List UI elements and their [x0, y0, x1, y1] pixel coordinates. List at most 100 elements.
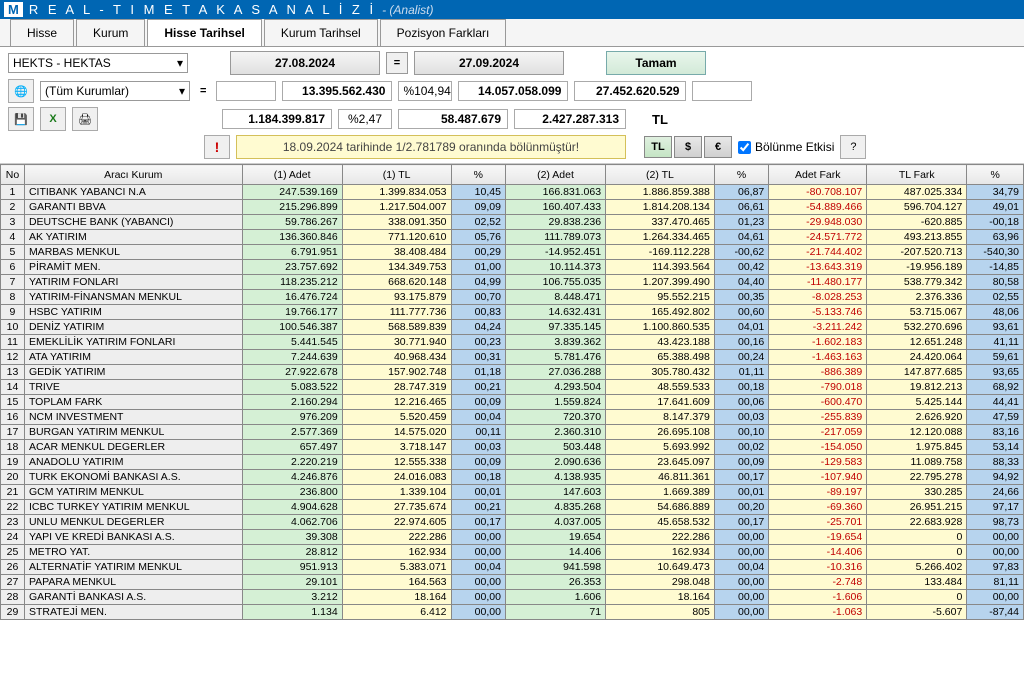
table-row[interactable]: 4AK YATIRIM136.360.846771.120.61005,7611… [1, 230, 1024, 245]
table-row[interactable]: 3DEUTSCHE BANK (YABANCI)59.786.267338.09… [1, 215, 1024, 230]
table-row[interactable]: 22ICBC TURKEY YATIRIM MENKUL4.904.62827.… [1, 500, 1024, 515]
question-icon: ? [850, 141, 856, 153]
kurum-select[interactable]: (Tüm Kurumlar)▾ [40, 81, 190, 101]
cell-adet2: 1.559.824 [505, 395, 605, 410]
cell-adet2: 71 [505, 605, 605, 620]
table-row[interactable]: 17BURGAN YATIRIM MENKUL2.577.36914.575.0… [1, 425, 1024, 440]
cell-tl1: 162.934 [342, 545, 451, 560]
hdr-no[interactable]: No [1, 165, 25, 185]
hdr-tl2[interactable]: (2) TL [606, 165, 715, 185]
empty-input[interactable] [216, 81, 276, 101]
table-row[interactable]: 26ALTERNATİF YATIRIM MENKUL951.9135.383.… [1, 560, 1024, 575]
cell-tlfark: 22.795.278 [867, 470, 967, 485]
cell-no: 1 [1, 185, 25, 200]
cell-pct3: -540,30 [967, 245, 1024, 260]
table-row[interactable]: 16NCM INVESTMENT976.2095.520.45900,04720… [1, 410, 1024, 425]
date-to-button[interactable]: 27.09.2024 [414, 51, 564, 75]
cell-pct1: 00,21 [451, 500, 505, 515]
equals-button[interactable]: = [386, 52, 408, 74]
table-row[interactable]: 24YAPI VE KREDİ BANKASI A.S.39.308222.28… [1, 530, 1024, 545]
table-row[interactable]: 21GCM YATIRIM MENKUL236.8001.339.10400,0… [1, 485, 1024, 500]
tab-hisse-tarihsel[interactable]: Hisse Tarihsel [147, 19, 261, 46]
cell-tl2: 5.693.992 [606, 440, 715, 455]
table-row[interactable]: 13GEDİK YATIRIM27.922.678157.902.74801,1… [1, 365, 1024, 380]
app-badge: M [4, 2, 23, 17]
table-row[interactable]: 1CITIBANK YABANCI N.A247.539.1691.399.83… [1, 185, 1024, 200]
cell-pct2: 00,60 [714, 305, 768, 320]
cell-pct2: 00,17 [714, 515, 768, 530]
table-row[interactable]: 7YATIRIM FONLARI118.235.212668.620.14804… [1, 275, 1024, 290]
globe-icon-button[interactable]: 🌐 [8, 79, 34, 103]
table-row[interactable]: 11EMEKLİLİK YATIRIM FONLARI5.441.54530.7… [1, 335, 1024, 350]
cell-adetfark: -129.583 [769, 455, 867, 470]
cell-name: GARANTİ BANKASI A.S. [24, 590, 242, 605]
currency-usd[interactable]: $ [674, 136, 702, 158]
table-row[interactable]: 9HSBC YATIRIM19.766.177111.777.73600,831… [1, 305, 1024, 320]
table-row[interactable]: 23UNLU MENKUL DEGERLER4.062.70622.974.60… [1, 515, 1024, 530]
cell-adet2: 5.781.476 [505, 350, 605, 365]
cell-pct2: 00,00 [714, 605, 768, 620]
currency-tl[interactable]: TL [644, 136, 672, 158]
table-row[interactable]: 14TRIVE5.083.52228.747.31900,214.293.504… [1, 380, 1024, 395]
help-button[interactable]: ? [840, 135, 866, 159]
table-row[interactable]: 28GARANTİ BANKASI A.S.3.21218.16400,001.… [1, 590, 1024, 605]
cell-tl2: 114.393.564 [606, 260, 715, 275]
tab-kurum[interactable]: Kurum [76, 19, 145, 46]
table-row[interactable]: 2GARANTI BBVA215.296.8991.217.504.00709,… [1, 200, 1024, 215]
cell-tlfark: 11.089.758 [867, 455, 967, 470]
cell-adetfark: -13.643.319 [769, 260, 867, 275]
tab-hisse[interactable]: Hisse [10, 19, 74, 46]
cell-tlfark: 53.715.067 [867, 305, 967, 320]
table-row[interactable]: 27PAPARA MENKUL29.101164.56300,0026.3532… [1, 575, 1024, 590]
currency-eur[interactable]: € [704, 136, 732, 158]
hdr-adetfark[interactable]: Adet Fark [769, 165, 867, 185]
cell-tl1: 28.747.319 [342, 380, 451, 395]
cell-no: 11 [1, 335, 25, 350]
cell-tl2: 222.286 [606, 530, 715, 545]
table-row[interactable]: 20TURK EKONOMİ BANKASI A.S.4.246.87624.0… [1, 470, 1024, 485]
cell-no: 15 [1, 395, 25, 410]
cell-tlfark: 0 [867, 545, 967, 560]
hdr-pct1[interactable]: % [451, 165, 505, 185]
tab-pozisyon-farklari[interactable]: Pozisyon Farkları [380, 19, 507, 46]
excel-icon-button[interactable]: X [40, 107, 66, 131]
cell-adet2: -14.952.451 [505, 245, 605, 260]
grid-body: 1CITIBANK YABANCI N.A247.539.1691.399.83… [1, 185, 1024, 620]
bolunme-checkbox[interactable]: Bölünme Etkisi [738, 140, 834, 154]
empty-input-2[interactable] [692, 81, 752, 101]
hdr-tlfark[interactable]: TL Fark [867, 165, 967, 185]
stock-select[interactable]: HEKTS - HEKTAS▾ [8, 53, 188, 73]
table-row[interactable]: 18ACAR MENKUL DEGERLER657.4973.718.14700… [1, 440, 1024, 455]
cell-adet1: 29.101 [242, 575, 342, 590]
save-icon-button[interactable]: 💾 [8, 107, 34, 131]
date-from-button[interactable]: 27.08.2024 [230, 51, 380, 75]
table-row[interactable]: 6PİRAMİT MEN.23.757.692134.349.75301,001… [1, 260, 1024, 275]
table-row[interactable]: 8YATIRIM-FİNANSMAN MENKUL16.476.72493.17… [1, 290, 1024, 305]
cell-pct2: 00,17 [714, 470, 768, 485]
title-bar: M R E A L - T I M E T A K A S A N A L İ … [0, 0, 1024, 19]
cell-pct3: 00,00 [967, 590, 1024, 605]
cell-adet1: 19.766.177 [242, 305, 342, 320]
bolunme-checkbox-input[interactable] [738, 141, 751, 154]
print-icon-button[interactable]: 🖨 [72, 107, 98, 131]
warning-icon-button[interactable]: ! [204, 135, 230, 159]
hdr-kurum[interactable]: Aracı Kurum [24, 165, 242, 185]
stock-select-value: HEKTS - HEKTAS [13, 56, 111, 70]
table-row[interactable]: 15TOPLAM FARK2.160.29412.216.46500,091.5… [1, 395, 1024, 410]
cell-adet2: 4.835.268 [505, 500, 605, 515]
hdr-pct3[interactable]: % [967, 165, 1024, 185]
hdr-pct2[interactable]: % [714, 165, 768, 185]
hdr-tl1[interactable]: (1) TL [342, 165, 451, 185]
table-row[interactable]: 29STRATEJİ MEN.1.1346.41200,007180500,00… [1, 605, 1024, 620]
tamam-button[interactable]: Tamam [606, 51, 706, 75]
table-row[interactable]: 19ANADOLU YATIRIM2.220.21912.555.33800,0… [1, 455, 1024, 470]
table-row[interactable]: 10DENİZ YATIRIM100.546.387568.589.83904,… [1, 320, 1024, 335]
table-row[interactable]: 25METRO YAT.28.812162.93400,0014.406162.… [1, 545, 1024, 560]
tab-kurum-tarihsel[interactable]: Kurum Tarihsel [264, 19, 378, 46]
table-row[interactable]: 5MARBAS MENKUL6.791.95138.408.48400,29-1… [1, 245, 1024, 260]
cell-name: MARBAS MENKUL [24, 245, 242, 260]
table-row[interactable]: 12ATA YATIRIM7.244.63940.968.43400,315.7… [1, 350, 1024, 365]
hdr-adet2[interactable]: (2) Adet [505, 165, 605, 185]
cell-name: TRIVE [24, 380, 242, 395]
hdr-adet1[interactable]: (1) Adet [242, 165, 342, 185]
